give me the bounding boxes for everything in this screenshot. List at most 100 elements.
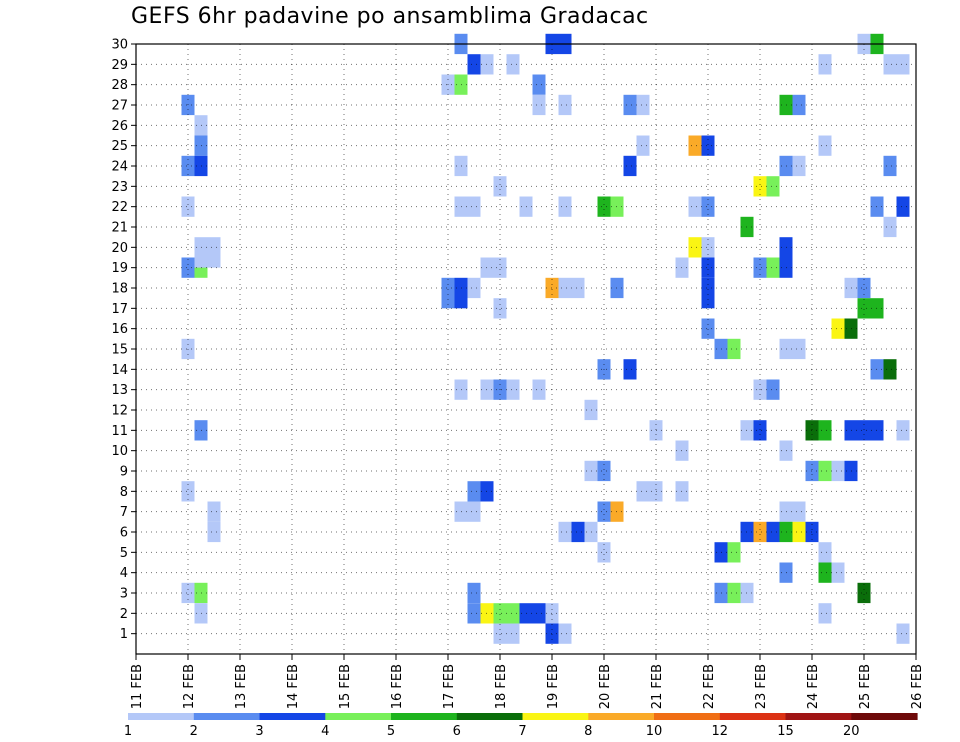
heatmap-cell (753, 521, 767, 543)
heatmap-cell (636, 94, 650, 116)
heatmap-cell (831, 318, 845, 339)
legend-label: 15 (777, 724, 794, 739)
heatmap-cell (493, 623, 507, 644)
heatmap-cell (207, 501, 221, 522)
heatmap-cell (688, 237, 702, 258)
heatmap-cell (467, 277, 481, 299)
y-tick-label: 4 (120, 566, 128, 581)
heatmap-cell (532, 94, 546, 116)
heatmap-cell (467, 582, 481, 604)
heatmap-cell (181, 582, 195, 604)
x-tick-label: 14 FEB (286, 664, 301, 709)
y-tick-label: 25 (111, 139, 128, 154)
heatmap-cell (896, 54, 910, 75)
x-tick-label: 23 FEB (754, 664, 769, 709)
x-tick-label: 26 FEB (910, 664, 925, 709)
heatmap-cells (181, 33, 910, 644)
legend-swatch (654, 713, 721, 720)
heatmap-cell (467, 603, 481, 624)
y-tick-label: 9 (120, 465, 128, 480)
legend-swatch (785, 713, 852, 720)
heatmap-cell (727, 338, 741, 360)
heatmap-cell (766, 257, 780, 278)
legend-swatch (128, 713, 195, 720)
legend-swatch (588, 713, 655, 720)
heatmap-cell (766, 176, 780, 197)
heatmap-cell (493, 257, 507, 278)
y-tick-label: 15 (111, 343, 128, 358)
heatmap-cell (467, 501, 481, 522)
y-tick-label: 21 (111, 221, 128, 236)
heatmap-cell (818, 562, 832, 583)
heatmap-cell (831, 460, 845, 482)
heatmap-cell (701, 237, 715, 258)
heatmap-cell (597, 460, 611, 482)
legend-label: 2 (190, 724, 198, 739)
y-tick-label: 30 (111, 38, 128, 53)
y-tick-label: 1 (120, 627, 128, 642)
heatmap-cell (571, 521, 585, 543)
heatmap-cell (857, 420, 871, 441)
y-tick-label: 14 (111, 363, 128, 378)
heatmap-cell (597, 542, 611, 563)
heatmap-cell (181, 481, 195, 502)
x-tick-label: 24 FEB (806, 664, 821, 709)
heatmap-cell (467, 481, 481, 502)
heatmap-cell (532, 74, 546, 95)
heatmap-cell (181, 338, 195, 360)
heatmap-cell (506, 623, 520, 644)
heatmap-cell (506, 603, 520, 624)
legend-label: 10 (646, 724, 663, 739)
y-tick-label: 8 (120, 485, 128, 500)
legend-swatch (391, 713, 458, 720)
y-axis: 1234567891011121314151617181920212223242… (111, 38, 136, 642)
heatmap-cell (766, 521, 780, 543)
legend-label: 7 (518, 724, 526, 739)
legend-label: 12 (712, 724, 729, 739)
y-tick-label: 12 (111, 404, 128, 419)
legend-label: 5 (387, 724, 395, 739)
x-tick-label: 13 FEB (234, 664, 249, 709)
heatmap-cell (636, 481, 650, 502)
y-tick-label: 6 (120, 526, 128, 541)
heatmap-cell (792, 501, 806, 522)
heatmap-cell (207, 521, 221, 543)
heatmap-cell (883, 216, 897, 238)
legend-label: 1 (124, 724, 132, 739)
heatmap-cell (441, 288, 455, 309)
heatmap-cell (493, 603, 507, 624)
x-tick-label: 15 FEB (338, 664, 353, 709)
heatmap-cell (857, 582, 871, 604)
chart-title: GEFS 6hr padavine po ansamblima Gradacac (131, 4, 649, 29)
heatmap-cell (532, 379, 546, 400)
heatmap-cell (597, 196, 611, 217)
heatmap-cell (896, 196, 910, 217)
heatmap-cell (636, 135, 650, 156)
heatmap-cell (558, 521, 572, 543)
heatmap-cell (857, 298, 871, 319)
heatmap-cell (753, 176, 767, 197)
y-tick-label: 17 (111, 302, 128, 317)
x-axis: 11 FEB 12 FEB 13 FEB 14 FEB 15 FEB 16 FEB 17 F… (130, 654, 925, 709)
y-tick-label: 29 (111, 58, 128, 73)
heatmap-cell (792, 338, 806, 360)
y-tick-label: 19 (111, 261, 128, 276)
y-tick-label: 26 (111, 119, 128, 134)
heatmap-cell (792, 155, 806, 177)
heatmap-cell (181, 155, 195, 177)
heatmap-cell (207, 247, 221, 268)
heatmap-cell (194, 247, 208, 268)
y-tick-label: 27 (111, 99, 128, 114)
heatmap-cell (818, 542, 832, 563)
heatmap-cell (454, 288, 468, 309)
y-tick-label: 7 (120, 505, 128, 520)
heatmap-cell (623, 359, 637, 380)
y-tick-label: 2 (120, 607, 128, 622)
heatmap-cell (701, 196, 715, 217)
heatmap-cell (792, 521, 806, 543)
legend-swatch (719, 713, 787, 720)
legend-swatch (522, 713, 589, 720)
color-legend: 1 2 3 4 5 6 7 8 10 12 15 20 (124, 713, 918, 739)
x-tick-label: 21 FEB (650, 664, 665, 709)
